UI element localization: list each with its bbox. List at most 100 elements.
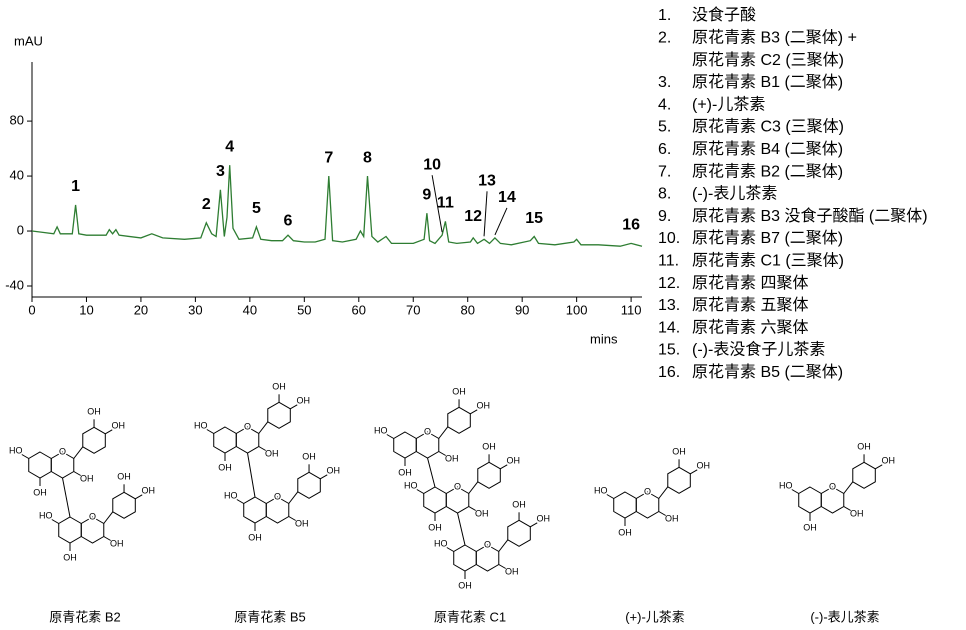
bond xyxy=(446,547,454,552)
bond xyxy=(247,452,256,498)
x-tick-label: 10 xyxy=(79,302,93,317)
atom-label: OH xyxy=(665,513,679,523)
x-axis-label: mins xyxy=(590,331,618,346)
bond xyxy=(135,494,143,500)
legend-text: 原花青素 B2 (二聚体) xyxy=(692,162,843,180)
legend-text: 原花青素 C3 (三聚体) xyxy=(692,118,844,136)
atom-label: O xyxy=(454,481,461,491)
peak-label: 8 xyxy=(363,149,372,166)
bond xyxy=(438,451,446,456)
atom-label: OH xyxy=(80,473,94,483)
peak-label: 12 xyxy=(464,208,482,225)
atom-label: HO xyxy=(594,485,608,495)
atom-label: OH xyxy=(857,442,871,452)
bond xyxy=(416,489,424,494)
legend-number: 5. xyxy=(658,119,671,136)
x-tick-label: 90 xyxy=(515,302,529,317)
y-tick-label: 40 xyxy=(10,168,24,183)
bond xyxy=(843,506,851,511)
ring xyxy=(58,516,82,544)
legend-number: 2. xyxy=(658,30,671,47)
atom-label: OH xyxy=(142,486,156,496)
atom-label: OH xyxy=(398,467,412,477)
ring xyxy=(423,486,447,514)
atom-label: O xyxy=(59,446,66,456)
legend-number: 9. xyxy=(658,208,671,225)
ring xyxy=(297,471,321,499)
atom-label: HO xyxy=(224,490,238,500)
peak-label: 13 xyxy=(478,172,496,189)
peak-label: 4 xyxy=(225,138,234,155)
legend-text: (-)-表没食子儿茶素 xyxy=(692,341,825,359)
legend-text: 原花青素 六聚体 xyxy=(692,318,808,336)
legend-number: 13. xyxy=(658,297,680,314)
bond xyxy=(103,536,111,541)
peak-arrow xyxy=(431,175,443,233)
legend-text: 没食子酸 xyxy=(692,6,756,24)
x-tick-label: 100 xyxy=(566,302,588,317)
bond xyxy=(21,454,29,459)
x-tick-label: 110 xyxy=(621,302,642,317)
legend-text: 原花青素 B7 (二聚体) xyxy=(692,229,843,247)
atom-label: OH xyxy=(218,462,232,472)
atom-label: O xyxy=(644,486,651,496)
x-tick-label: 40 xyxy=(243,302,257,317)
atom-label: O xyxy=(424,426,431,436)
legend-text: 原花青素 C1 (三聚体) xyxy=(692,252,844,270)
peak-label: 10 xyxy=(423,156,441,173)
legend-number: 15. xyxy=(658,342,680,359)
x-tick-label: 30 xyxy=(188,302,202,317)
legend-number: 16. xyxy=(658,364,680,381)
bond xyxy=(658,486,669,499)
x-tick-label: 80 xyxy=(460,302,474,317)
bond xyxy=(457,512,466,546)
ring xyxy=(852,461,876,489)
legend-text: (+)-儿茶素 xyxy=(692,95,765,113)
bond xyxy=(791,489,799,494)
bond xyxy=(288,516,296,521)
bond xyxy=(105,429,113,435)
legend-text: 原花青素 四聚体 xyxy=(692,274,808,292)
peak-label: 14 xyxy=(498,189,516,206)
peak-label: 9 xyxy=(422,186,431,203)
legend-text: 原花青素 B4 (二聚体) xyxy=(692,140,843,158)
bond xyxy=(470,409,478,415)
x-tick-label: 0 xyxy=(28,302,35,317)
legend-text: 原花青素 五聚体 xyxy=(692,296,808,314)
bond xyxy=(73,471,81,476)
atom-label: OH xyxy=(475,508,489,518)
legend-text: 原花青素 C2 (三聚体) xyxy=(692,51,844,69)
bond xyxy=(500,464,508,470)
ring xyxy=(667,466,691,494)
peak-label: 3 xyxy=(216,163,225,180)
structure-name: 原青花素 B5 xyxy=(234,609,306,624)
ring xyxy=(267,401,291,429)
atom-label: HO xyxy=(404,480,418,490)
atom-label: OH xyxy=(458,580,472,590)
structure-name: (+)-儿茶素 xyxy=(625,609,685,624)
bond xyxy=(73,446,84,459)
legend-text: 原花青素 B5 (二聚体) xyxy=(692,363,843,381)
legend-number: 14. xyxy=(658,319,680,336)
atom-label: OH xyxy=(87,407,101,417)
bond xyxy=(530,522,538,528)
atom-label: OH xyxy=(505,566,519,576)
bond xyxy=(468,506,476,511)
atom-label: OH xyxy=(110,538,124,548)
ring xyxy=(82,426,106,454)
legend-number: 11. xyxy=(658,253,679,270)
atom-label: HO xyxy=(9,445,23,455)
legend-number: 8. xyxy=(658,186,671,203)
atom-label: HO xyxy=(39,510,53,520)
atom-label: O xyxy=(89,511,96,521)
bond xyxy=(438,426,449,439)
atom-label: OH xyxy=(537,514,551,524)
atom-label: OH xyxy=(63,552,77,562)
bond xyxy=(690,469,698,475)
bond xyxy=(258,421,269,434)
x-tick-label: 70 xyxy=(406,302,420,317)
peak-label: 6 xyxy=(284,212,293,229)
atom-label: O xyxy=(274,491,281,501)
bond xyxy=(498,564,506,569)
